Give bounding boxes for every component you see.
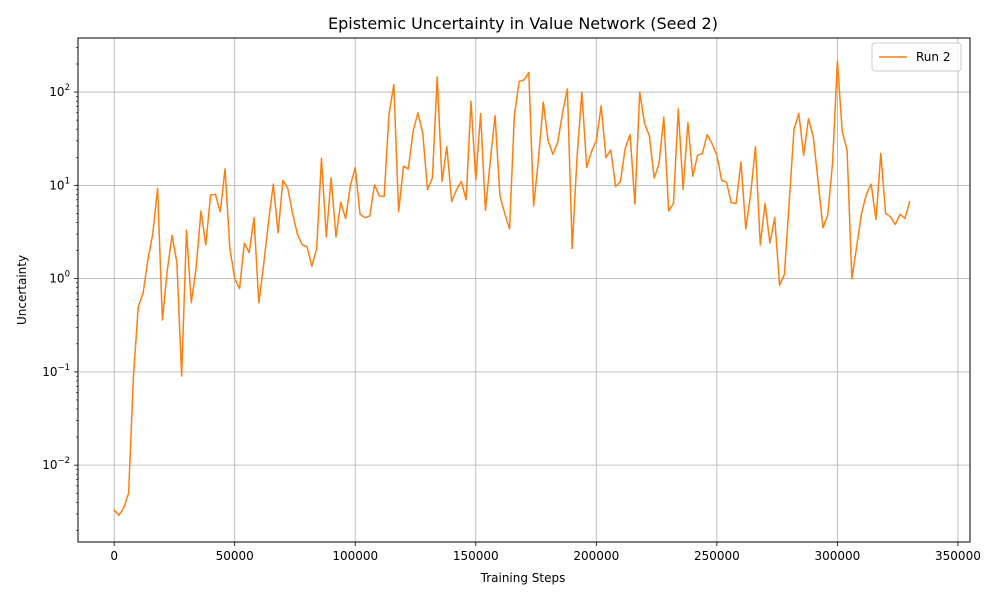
legend: Run 2 xyxy=(871,42,962,72)
plot-frame xyxy=(77,37,971,543)
series-layer xyxy=(113,60,911,517)
y-tick-label: 102 xyxy=(49,83,70,99)
x-tick-label: 300000 xyxy=(814,549,860,563)
legend-label-run-2: Run 2 xyxy=(916,50,950,64)
plot-area xyxy=(78,38,970,542)
y-tick-label: 100 xyxy=(49,270,70,286)
y-axis-label: Uncertainty xyxy=(15,255,29,325)
x-tick-label: 100000 xyxy=(332,549,378,563)
x-tick-label: 350000 xyxy=(935,549,981,563)
chart-title: Epistemic Uncertainty in Value Network (… xyxy=(328,14,718,33)
y-tick-label: 10−2 xyxy=(42,456,70,472)
x-tick-label: 250000 xyxy=(694,549,740,563)
y-ticks: 10−2 10−1 100 101 102 xyxy=(42,47,78,531)
series-line-run-2 xyxy=(113,60,911,517)
x-tick-label: 50000 xyxy=(216,549,254,563)
grid xyxy=(78,38,970,542)
x-tick-label: 0 xyxy=(110,549,118,563)
legend-box xyxy=(871,42,962,72)
x-tick-label: 200000 xyxy=(573,549,619,563)
x-ticks: 0 50000 100000 150000 200000 250000 300000 3500… xyxy=(110,542,981,563)
x-axis-label: Training Steps xyxy=(480,571,566,585)
x-tick-label: 150000 xyxy=(453,549,499,563)
y-tick-label: 10−1 xyxy=(42,363,70,379)
y-tick-label: 101 xyxy=(49,176,70,192)
